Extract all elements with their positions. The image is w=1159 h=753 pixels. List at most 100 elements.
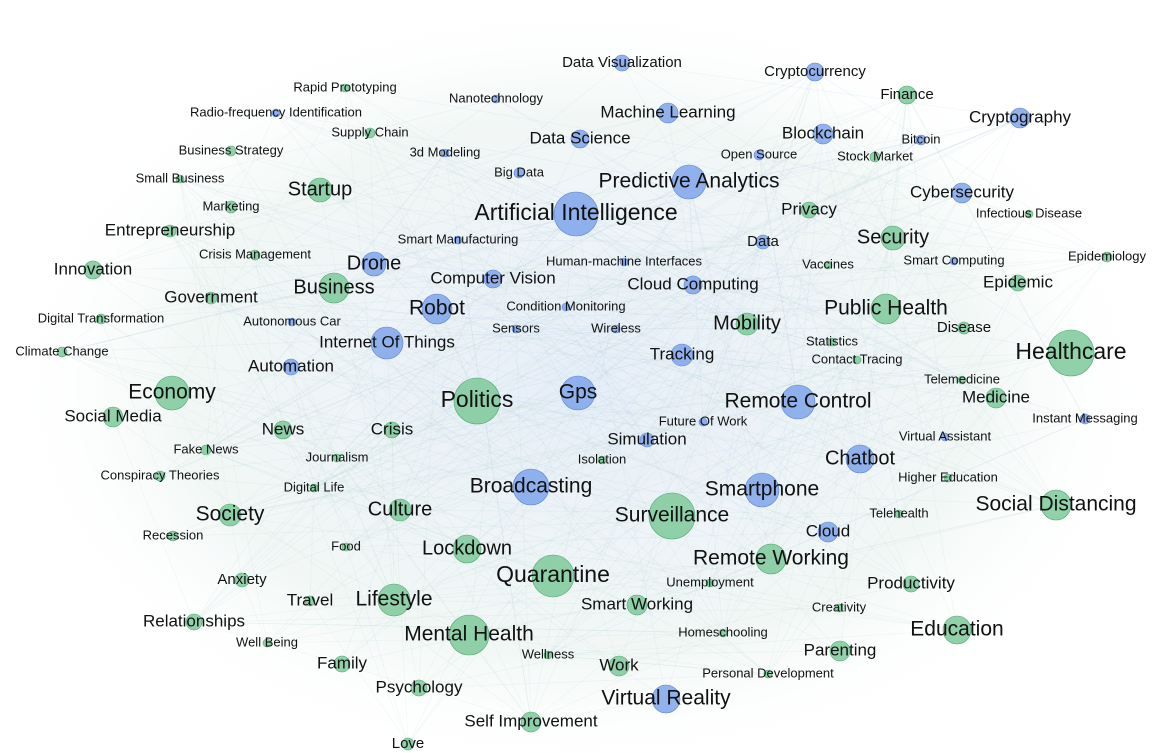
edge [709, 213, 1030, 584]
edge [547, 117, 1021, 656]
edge [319, 189, 799, 403]
edge [290, 366, 315, 489]
edge [692, 117, 1021, 286]
edge [230, 150, 393, 431]
node-label: Infectious Disease [976, 205, 1082, 220]
node-label: Chatbot [825, 447, 895, 469]
node-label: Artificial Intelligence [474, 199, 677, 225]
edge [345, 531, 829, 548]
edge [254, 117, 1021, 256]
node [282, 358, 300, 376]
edge [407, 94, 908, 745]
edge [418, 117, 1021, 689]
edge [770, 401, 799, 560]
edge [169, 230, 1057, 506]
edge [702, 209, 810, 423]
node-label: Business Strategy [179, 142, 284, 157]
node-label: Data Visualization [562, 54, 682, 71]
node-label: Automation [248, 356, 334, 375]
edge [457, 239, 764, 243]
edge [827, 359, 858, 533]
node-label: Contact Tracing [811, 351, 902, 366]
node-label: Unemployment [666, 574, 754, 589]
edge [762, 241, 861, 460]
node [410, 679, 428, 697]
node [249, 249, 261, 261]
edge [822, 133, 900, 515]
node [949, 256, 959, 266]
edge [205, 172, 520, 451]
edge [797, 401, 912, 585]
edge [770, 458, 861, 560]
node-label: Supply Chain [331, 124, 408, 139]
node-label: Well Being [236, 634, 298, 649]
edge [333, 152, 446, 289]
edge [758, 154, 861, 460]
edge [758, 154, 1030, 215]
edge [767, 397, 997, 675]
edge [266, 558, 772, 644]
node-label: Data [747, 233, 779, 250]
edge [290, 366, 949, 479]
edge [530, 486, 1057, 506]
edge [179, 178, 231, 516]
edge [61, 351, 958, 631]
edge [336, 133, 824, 459]
edge [373, 263, 1057, 506]
node-label: Smart Manufacturing [398, 231, 519, 246]
node-label: Computer Vision [430, 268, 555, 287]
node [613, 54, 631, 72]
node-label: Smart Working [581, 594, 693, 613]
edge [808, 139, 922, 211]
node [827, 337, 837, 347]
edge [761, 418, 1086, 491]
node-label: Homeschooling [678, 624, 768, 639]
edge [565, 306, 648, 441]
node-label: Tracking [650, 344, 715, 363]
node [608, 655, 630, 677]
node [755, 543, 787, 575]
node-label: Business [293, 276, 374, 298]
edge [230, 206, 395, 601]
node [307, 177, 333, 203]
edge [229, 213, 1030, 516]
edge [210, 98, 497, 299]
node-label: Social Media [64, 406, 162, 425]
edge [171, 392, 231, 516]
edge [92, 263, 375, 271]
edge [575, 213, 861, 460]
edge [373, 263, 724, 634]
node [870, 293, 902, 325]
node [452, 534, 482, 564]
edge [579, 138, 963, 381]
node [1040, 489, 1072, 521]
node [553, 191, 599, 237]
edge [92, 230, 171, 271]
node-label: Conspiracy Theories [101, 467, 220, 482]
edge [444, 152, 648, 441]
edge [112, 416, 532, 723]
edge [762, 117, 1021, 243]
edge [282, 429, 769, 675]
edge [457, 239, 532, 723]
edge [386, 342, 861, 460]
node-label: Wellness [522, 646, 575, 661]
edge [344, 87, 446, 154]
edge [856, 327, 965, 361]
edge [885, 308, 1057, 506]
edge [179, 178, 212, 299]
edge [159, 475, 673, 517]
edge [839, 94, 908, 652]
edge [518, 172, 1057, 506]
edge [692, 133, 824, 286]
node-label: Digital Transformation [38, 310, 164, 325]
edge [169, 230, 395, 601]
edges [61, 62, 1108, 745]
edge [575, 213, 1108, 258]
node-label: Remote Working [693, 547, 849, 570]
edge [193, 558, 772, 623]
node [204, 291, 218, 305]
node [483, 269, 503, 289]
edge [831, 341, 861, 460]
edge [373, 152, 446, 265]
